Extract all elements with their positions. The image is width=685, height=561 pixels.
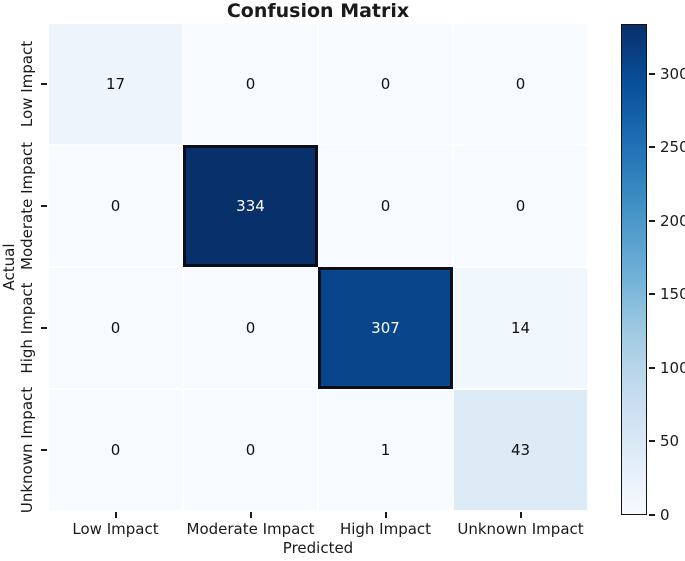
y-tick-mark	[41, 449, 47, 451]
colorbar	[621, 24, 647, 515]
heatmap-cell-r1c3: 0	[453, 145, 588, 267]
x-tick-label: High Impact	[339, 520, 432, 538]
colorbar-tick-mark	[649, 366, 655, 369]
heatmap-cell-r0c3: 0	[453, 23, 588, 145]
y-tick-mark	[41, 205, 47, 207]
heatmap-cell-r0c1: 0	[183, 23, 318, 145]
colorbar-tick-mark	[649, 219, 655, 222]
colorbar-tick-mark	[649, 72, 655, 75]
colorbar-tick-label: 250	[660, 138, 685, 157]
colorbar-tick-label: 300	[660, 64, 685, 83]
x-axis-label: Predicted	[282, 539, 354, 557]
heatmap-cell-r3c0: 0	[48, 389, 183, 511]
x-tick-label: Moderate Impact	[186, 520, 315, 538]
colorbar-tick-label: 100	[660, 358, 685, 377]
x-tick-label: Unknown Impact	[457, 520, 584, 538]
colorbar-tick-label: 150	[660, 285, 685, 304]
heatmap-cell-r0c0: 17	[48, 23, 183, 145]
colorbar-tick-mark	[649, 440, 655, 443]
colorbar-tick-label: 0	[660, 506, 670, 524]
heatmap-cell-r2c1: 0	[183, 267, 318, 389]
y-tick-mark	[41, 83, 47, 85]
colorbar-tick-mark	[649, 293, 655, 296]
colorbar-tick-label: 200	[660, 211, 685, 230]
y-tick-label-text: Moderate Impact	[18, 142, 36, 270]
x-tick-label: Low Impact	[72, 520, 159, 538]
colorbar-tick-label: 50	[660, 432, 680, 451]
heatmap-cell-r0c2: 0	[318, 23, 453, 145]
y-tick-label-text: High Impact	[18, 282, 36, 374]
colorbar-tick-mark	[649, 146, 655, 149]
y-axis-label-text: Actual	[0, 243, 18, 291]
x-tick-mark	[249, 512, 252, 518]
heatmap-cell-r3c2: 1	[318, 389, 453, 511]
heatmap-cell-r2c2: 307	[318, 267, 453, 389]
chart-title: Confusion Matrix	[226, 0, 410, 22]
heatmap-cell-r3c1: 0	[183, 389, 318, 511]
colorbar-tick-mark	[649, 514, 655, 516]
heatmap-cell-r1c0: 0	[48, 145, 183, 267]
y-tick-label-text: Unknown Impact	[18, 386, 36, 514]
heatmap-cell-r1c2: 0	[318, 145, 453, 267]
y-tick-label-text: Low Impact	[18, 40, 36, 128]
heatmap-grid: 17 0 0 0 0 334 0 0 0 0 307 14 0 0 1 43	[48, 23, 588, 511]
x-tick-mark	[519, 512, 522, 518]
heatmap-cell-r1c1: 334	[183, 145, 318, 267]
heatmap-cell-r2c3: 14	[453, 267, 588, 389]
heatmap-cell-r3c3: 43	[453, 389, 588, 511]
heatmap-cell-r2c0: 0	[48, 267, 183, 389]
x-tick-mark	[114, 512, 117, 518]
y-tick-mark	[41, 327, 47, 329]
x-tick-mark	[384, 512, 387, 518]
